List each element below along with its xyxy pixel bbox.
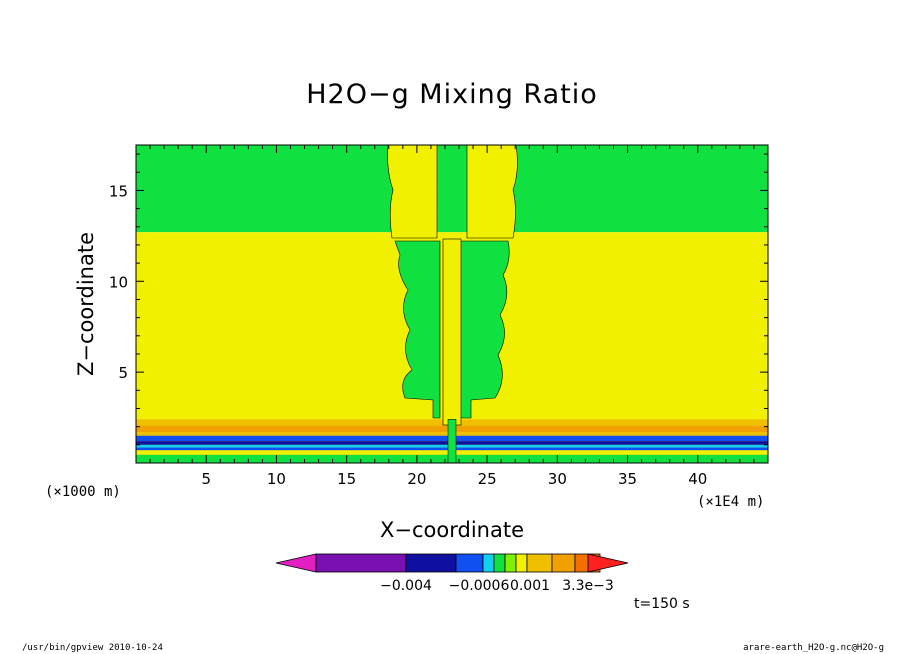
x-unit-label: (×1E4 m) <box>697 494 764 510</box>
x-tick-label: 40 <box>688 470 707 488</box>
colorbar-cell <box>526 553 553 573</box>
x-tick-label: 10 <box>267 470 286 488</box>
footer-right: arare-earth_H2O-g.nc@H2O-g <box>743 643 884 653</box>
x-tick-group: 5 10 15 20 25 30 35 40 <box>149 145 755 488</box>
colorbar-cell <box>504 553 517 573</box>
plot-frame <box>135 144 769 464</box>
y-tick-label: 5 <box>118 364 128 382</box>
mid-left-green <box>394 240 441 419</box>
colorbar-tick-label: 0.001 <box>510 578 550 594</box>
y-tick-label: 15 <box>109 182 128 200</box>
center-column <box>442 238 462 426</box>
x-tick-label: 35 <box>618 470 637 488</box>
upper-right-yellow <box>466 145 518 239</box>
colorbar-cell <box>482 553 495 573</box>
center-notch <box>447 419 457 463</box>
x-axis-label: X−coordinate <box>380 518 524 542</box>
chart-title: H2O−g Mixing Ratio <box>306 79 598 110</box>
y-unit-label: (×1000 m) <box>45 484 121 500</box>
colorbar-cell <box>551 553 576 573</box>
colorbar-high-arrow <box>587 553 629 573</box>
x-tick-label: 25 <box>478 470 497 488</box>
colorbar-cell <box>405 553 457 573</box>
colorbar-cell <box>455 553 484 573</box>
colorbar-cell <box>515 553 528 573</box>
plot-area <box>135 144 769 464</box>
y-tick-group: 5 10 15 <box>109 153 768 446</box>
mid-right-green <box>457 240 510 419</box>
field-band <box>136 145 768 233</box>
x-tick-label: 15 <box>337 470 356 488</box>
upper-left-yellow <box>387 145 438 239</box>
colorbar-cell <box>315 553 407 573</box>
field-layer <box>136 145 768 463</box>
colorbar-low-arrow <box>275 553 317 573</box>
colorbar-tick-label: −0.0006 <box>449 578 510 594</box>
colorbar: −0.004 −0.0006 0.001 3.3e−3 <box>275 553 629 594</box>
colorbar-tick-label: −0.004 <box>380 578 432 594</box>
colorbar-cell <box>493 553 506 573</box>
x-tick-label: 5 <box>201 470 211 488</box>
x-tick-label: 30 <box>548 470 567 488</box>
y-axis-label: Z−coordinate <box>74 232 98 376</box>
time-label: t=150 s <box>634 596 690 612</box>
x-tick-label: 20 <box>407 470 426 488</box>
y-tick-label: 10 <box>109 273 128 291</box>
colorbar-tick-label: 3.3e−3 <box>562 578 614 594</box>
footer-left: /usr/bin/gpview 2010-10-24 <box>22 643 163 653</box>
